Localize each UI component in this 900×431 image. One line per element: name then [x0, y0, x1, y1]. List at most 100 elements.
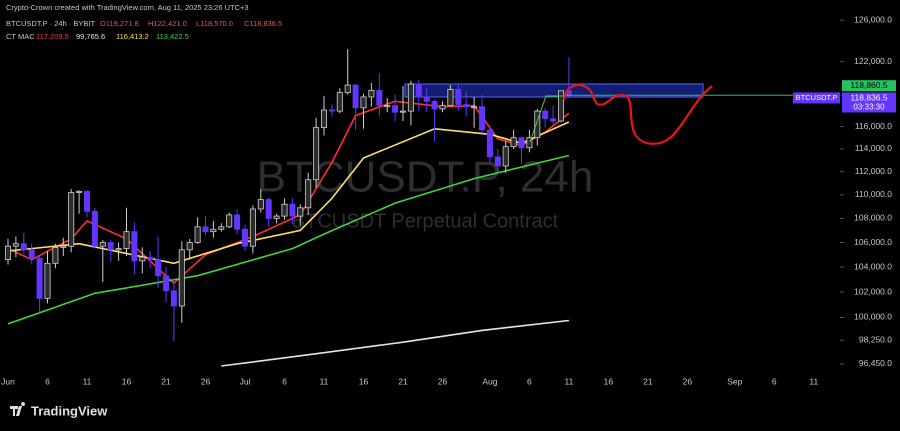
symbol: BTCUSDT.P · 24h · BYBIT — [6, 19, 95, 28]
candle-body — [463, 104, 470, 108]
x-tick-label: 11 — [809, 376, 818, 386]
zone-drawing — [404, 83, 704, 98]
candle-body — [210, 228, 217, 233]
projection-drawing — [562, 84, 713, 145]
x-tick-label: 6 — [527, 376, 532, 386]
price-label: 118,860.5 — [850, 80, 887, 90]
credit: Crypto-Crown created with TradingView.co… — [6, 3, 249, 12]
candle-body — [186, 242, 193, 251]
candle-body — [99, 242, 106, 247]
x-tick-label: 11 — [83, 376, 92, 386]
x-tick-label: 16 — [359, 376, 369, 386]
x-tick-label: Sep — [727, 376, 742, 386]
candle-body — [281, 203, 288, 217]
indicator-readout: 117,209.5 — [36, 32, 69, 41]
x-tick-label: Jul — [240, 376, 251, 386]
candle-body — [534, 110, 541, 139]
y-tick-label: 116,000.0 — [855, 121, 892, 131]
candle-body — [273, 215, 280, 219]
candle-body — [368, 90, 375, 98]
y-tick-label: 110,000.0 — [855, 189, 892, 199]
candle-body — [297, 207, 304, 217]
candle-body — [107, 242, 114, 251]
x-tick-label: 16 — [122, 376, 132, 386]
y-tick-label: 98,250.0 — [859, 334, 892, 344]
candle-body — [170, 290, 177, 307]
candle-body — [155, 259, 162, 277]
candle-body — [550, 118, 557, 122]
candle-body — [471, 106, 478, 109]
candle-body — [68, 192, 75, 247]
candle-body — [115, 248, 122, 251]
ohlc-readout: H122,421.0 — [148, 19, 187, 28]
y-tick-label: 96,450.0 — [859, 358, 892, 368]
candle-body — [257, 199, 264, 210]
candle-body — [36, 257, 43, 299]
indicator-readout: 99,765.6 — [76, 32, 105, 41]
candle-body — [494, 156, 501, 167]
candle-body — [392, 105, 399, 113]
x-tick-label: 6 — [45, 376, 50, 386]
candle-body — [399, 110, 406, 113]
candle-body — [234, 214, 241, 230]
candle-body — [431, 100, 438, 110]
candle-body — [202, 226, 209, 233]
candle-body — [542, 110, 549, 120]
candle-body — [91, 210, 98, 247]
indicator-readout: 116,413.2 — [116, 32, 149, 41]
y-tick-label: 102,000.0 — [854, 286, 892, 296]
x-tick-label: 11 — [320, 376, 329, 386]
x-tick-label: 21 — [643, 376, 653, 386]
x-tick-label: 6 — [772, 376, 777, 386]
symbol-label-box — [793, 92, 840, 104]
candle-body — [5, 245, 11, 261]
ma-line — [221, 319, 569, 367]
candle-body — [241, 228, 248, 247]
brand: TradingView — [10, 402, 108, 418]
candle-body — [526, 137, 533, 149]
ohlc-readout: C118,836.5 — [244, 19, 282, 28]
indicator-name: CT MAC — [6, 32, 35, 41]
candle-body — [502, 146, 509, 167]
plot-area — [5, 49, 840, 367]
candle-body — [12, 243, 19, 247]
candle-body — [194, 226, 201, 243]
candle-body — [28, 249, 35, 259]
brand-name: TradingView — [31, 403, 108, 418]
candle-body — [44, 262, 51, 299]
candle-body — [218, 226, 225, 230]
candle-body — [510, 137, 517, 148]
x-tick-label: 21 — [398, 376, 408, 386]
candle-body — [305, 179, 312, 209]
y-tick-label: 126,000.0 — [854, 14, 892, 24]
candle-body — [60, 245, 67, 248]
symbol-label: BTCUSDT.P — [796, 93, 838, 102]
candle-body — [320, 109, 327, 129]
candle-body — [486, 129, 493, 158]
countdown-label: 03:33:30 — [853, 103, 885, 112]
candle-body — [344, 84, 351, 94]
candle-body — [423, 96, 430, 102]
candle-body — [439, 105, 446, 110]
candle-body — [407, 83, 414, 112]
candle-body — [20, 243, 27, 251]
candle-body — [52, 246, 59, 264]
candle-body — [162, 275, 169, 292]
x-tick-label: Jun — [1, 376, 15, 386]
candle-body — [328, 109, 335, 112]
last-price-label: 118,836.5 — [850, 93, 887, 103]
candle-body — [178, 249, 185, 307]
ohlc-readout: O119,271.8 — [100, 19, 139, 28]
candle-body — [289, 203, 296, 217]
y-tick-label: 112,000.0 — [855, 166, 892, 176]
candle-body — [415, 83, 422, 98]
watermark-subtitle: BTCUSDT Perpetual Contract — [292, 210, 559, 232]
price-label-box — [842, 80, 896, 92]
x-tick-label: 26 — [683, 376, 693, 386]
candle-body — [478, 106, 485, 131]
trend-drawing — [529, 95, 566, 143]
candle-body — [376, 90, 383, 107]
y-tick-label: 114,000.0 — [855, 143, 892, 153]
candle-body — [249, 208, 256, 247]
